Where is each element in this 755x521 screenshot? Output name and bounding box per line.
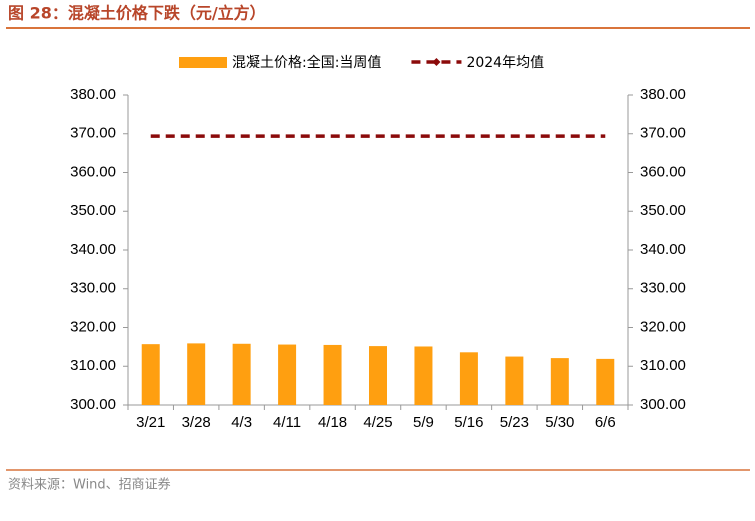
x-tick-label: 3/21: [136, 414, 165, 431]
x-tick-label: 5/16: [454, 414, 483, 431]
x-tick-label: 4/11: [273, 414, 301, 431]
x-tick-label: 3/28: [182, 414, 211, 431]
bar: [596, 358, 615, 405]
bar: [414, 346, 433, 405]
chart-title: 图 28：混凝土价格下跌（元/立方）: [8, 4, 266, 23]
y-tick-label: 320.00: [70, 318, 116, 335]
y2-tick-label: 310.00: [640, 357, 686, 374]
bar: [323, 344, 342, 405]
bar: [187, 343, 206, 405]
bar: [232, 343, 251, 405]
bar: [141, 344, 160, 405]
x-tick-label: 6/6: [595, 414, 616, 431]
legend-marker: [432, 58, 441, 66]
bar: [278, 344, 297, 405]
x-tick-label: 4/25: [363, 414, 392, 431]
bar: [550, 358, 569, 405]
y2-tick-label: 350.00: [640, 202, 686, 219]
x-tick-label: 5/30: [545, 414, 574, 431]
source-note: 资料来源：Wind、招商证券: [8, 477, 171, 493]
y2-tick-label: 340.00: [640, 241, 686, 258]
y-tick-label: 300.00: [70, 396, 116, 413]
bar: [459, 352, 478, 405]
y2-tick-label: 360.00: [640, 163, 686, 180]
x-tick-label: 5/23: [500, 414, 529, 431]
y2-tick-label: 370.00: [640, 125, 686, 142]
x-tick-label: 4/18: [318, 414, 347, 431]
y-tick-label: 340.00: [70, 241, 116, 258]
y-tick-label: 380.00: [70, 86, 116, 103]
legend-swatch: [179, 57, 227, 68]
y2-tick-label: 330.00: [640, 280, 686, 297]
y-tick-label: 370.00: [70, 125, 116, 142]
legend-label: 2024年均值: [466, 55, 544, 71]
bar: [369, 346, 387, 405]
bar: [505, 356, 524, 405]
y-tick-label: 310.00: [70, 357, 116, 374]
x-tick-label: 5/9: [413, 414, 434, 431]
y2-tick-label: 320.00: [640, 318, 686, 335]
y-tick-label: 360.00: [70, 163, 116, 180]
y-tick-label: 350.00: [70, 202, 116, 219]
y2-tick-label: 300.00: [640, 396, 686, 413]
legend-label: 混凝土价格:全国:当周值: [232, 54, 381, 71]
x-tick-label: 4/3: [231, 414, 252, 431]
y-tick-label: 330.00: [70, 280, 116, 297]
y2-tick-label: 380.00: [640, 86, 686, 103]
